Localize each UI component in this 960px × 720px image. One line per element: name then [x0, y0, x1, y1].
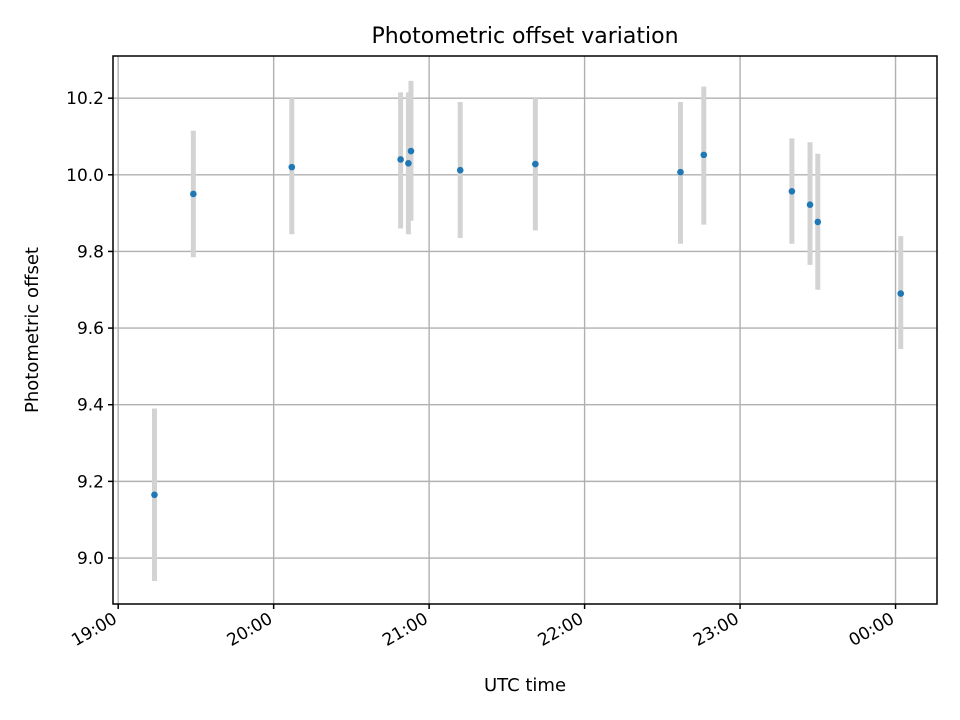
data-point — [788, 187, 796, 195]
data-point — [405, 160, 412, 167]
chart-title: Photometric offset variation — [371, 24, 678, 49]
data-point — [677, 168, 684, 176]
data-point — [532, 160, 539, 168]
data-point — [700, 151, 708, 159]
data-point — [897, 290, 905, 297]
plot-frame — [112, 55, 938, 605]
y-tick-label: 9.0 — [77, 549, 104, 569]
data-point — [456, 166, 464, 174]
y-axis-ticks: 9.0 9.2 9.4 9.6 9.8 10.0 10.2 — [66, 89, 113, 569]
y-tick-label: 9.6 — [77, 319, 104, 339]
data-point — [407, 147, 415, 155]
data-point — [190, 190, 197, 198]
data-point — [151, 491, 158, 499]
data-point — [814, 218, 822, 226]
y-tick-label: 9.2 — [77, 472, 104, 492]
y-tick-label: 9.8 — [77, 242, 104, 262]
data-points — [151, 147, 905, 499]
data-point — [397, 156, 404, 163]
x-axis-label: UTC time — [484, 675, 566, 696]
y-axis-label: Photometric offset — [22, 247, 43, 413]
y-tick-label: 9.4 — [77, 396, 104, 416]
data-point — [806, 201, 814, 208]
y-tick-label: 10.0 — [66, 166, 104, 186]
y-tick-label: 10.2 — [66, 89, 104, 109]
data-point — [288, 163, 296, 171]
grid — [113, 56, 937, 604]
